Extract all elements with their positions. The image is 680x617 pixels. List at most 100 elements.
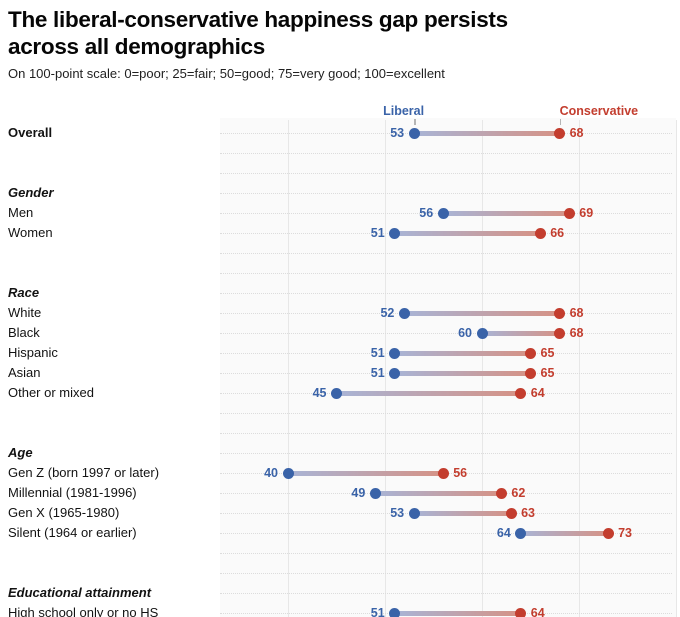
row-dotted-gridline (220, 573, 672, 574)
liberal-value: 51 (370, 346, 385, 360)
conservative-value: 64 (530, 606, 545, 617)
conservative-dot (525, 367, 536, 379)
row-dotted-gridline (220, 293, 672, 294)
title-line-1: The liberal-conservative happiness gap p… (8, 7, 508, 32)
conservative-dot (554, 127, 566, 139)
liberal-dot (408, 507, 420, 519)
row-label: High school only or no HS (8, 605, 159, 617)
liberal-value: 51 (370, 606, 385, 617)
liberal-dot (408, 127, 420, 139)
row-dotted-gridline (220, 173, 672, 174)
section-header: Gender (8, 185, 54, 200)
conservative-dot (515, 607, 527, 617)
dumbbell-bar (394, 370, 531, 376)
liberal-dot (476, 327, 488, 339)
liberal-dot (389, 367, 401, 379)
conservative-value: 68 (569, 126, 584, 140)
liberal-dot (331, 387, 342, 399)
conservative-dot (602, 527, 614, 539)
row-label: White (8, 305, 42, 320)
dumbbell-bar (414, 510, 512, 516)
conservative-value: 63 (521, 506, 535, 520)
row-dotted-gridline (220, 273, 672, 274)
row-label: Hispanic (8, 345, 58, 360)
liberal-dot (398, 307, 410, 319)
row-label: Gen X (1965-1980) (8, 505, 120, 520)
dumbbell-bar (404, 310, 560, 316)
conservative-value: 62 (511, 486, 526, 500)
vertical-gridline (385, 120, 386, 617)
conservative-value: 56 (453, 466, 468, 480)
section-header: Age (8, 445, 33, 460)
conservative-value: 68 (569, 326, 584, 340)
row-dotted-gridline (220, 433, 672, 434)
liberal-value: 51 (370, 226, 385, 240)
legend-conservative-tick (559, 119, 562, 125)
row-label: Asian (8, 365, 41, 380)
row-label: Men (8, 205, 34, 220)
conservative-value: 69 (579, 206, 594, 220)
conservative-dot (515, 387, 527, 399)
conservative-dot (495, 487, 507, 499)
row-label: Silent (1964 or earlier) (8, 525, 137, 540)
liberal-value: 64 (496, 526, 511, 540)
liberal-value: 60 (458, 326, 472, 340)
conservative-dot (534, 227, 546, 239)
conservative-dot (554, 307, 566, 319)
conservative-value: 66 (550, 226, 565, 240)
dumbbell-bar (482, 330, 560, 336)
liberal-dot (515, 527, 527, 539)
row-dotted-gridline (220, 333, 672, 334)
row-dotted-gridline (220, 193, 672, 194)
vertical-gridline (676, 120, 677, 617)
row-dotted-gridline (220, 253, 672, 254)
dumbbell-bar (414, 130, 560, 136)
conservative-dot (505, 507, 517, 519)
conservative-dot (437, 467, 449, 479)
conservative-value: 65 (540, 346, 555, 360)
row-label: Millennial (1981-1996) (8, 485, 137, 500)
conservative-value: 68 (569, 306, 584, 320)
page-title: The liberal-conservative happiness gap p… (8, 6, 508, 60)
row-dotted-gridline (220, 453, 672, 454)
legend-conservative-label: Conservative (559, 104, 639, 118)
dumbbell-bar (394, 230, 541, 236)
conservative-value: 73 (618, 526, 632, 540)
conservative-dot (563, 207, 575, 219)
row-label: Overall (8, 125, 53, 140)
liberal-dot (389, 607, 401, 617)
liberal-value: 53 (390, 506, 405, 520)
section-header: Educational attainment (8, 585, 152, 600)
section-header: Race (8, 285, 40, 300)
conservative-value: 64 (530, 386, 545, 400)
title-line-2: across all demographics (8, 34, 265, 59)
dumbbell-bar (520, 530, 609, 536)
legend-liberal-tick (414, 119, 416, 125)
liberal-value: 52 (380, 306, 395, 320)
dumbbell-bar (336, 390, 521, 396)
row-label: Women (8, 225, 53, 240)
chart-subtitle: On 100-point scale: 0=poor; 25=fair; 50=… (8, 66, 445, 81)
dumbbell-bar (394, 350, 531, 356)
liberal-dot (389, 347, 401, 359)
dumbbell-bar (288, 470, 444, 476)
dumbbell-bar (375, 490, 502, 496)
conservative-dot (554, 327, 566, 339)
conservative-value: 65 (540, 366, 555, 380)
liberal-value: 53 (390, 126, 405, 140)
liberal-value: 45 (312, 386, 327, 400)
legend-liberal-label: Liberal (383, 104, 425, 118)
row-dotted-gridline (220, 153, 672, 154)
vertical-gridline (288, 120, 289, 617)
row-label: Black (8, 325, 40, 340)
vertical-gridline (579, 120, 580, 617)
row-dotted-gridline (220, 593, 672, 594)
liberal-value: 40 (264, 466, 278, 480)
row-dotted-gridline (220, 553, 672, 554)
liberal-dot (282, 467, 294, 479)
row-dotted-gridline (220, 413, 672, 414)
dumbbell-bar (394, 610, 521, 616)
conservative-dot (525, 347, 536, 359)
liberal-value: 56 (419, 206, 434, 220)
